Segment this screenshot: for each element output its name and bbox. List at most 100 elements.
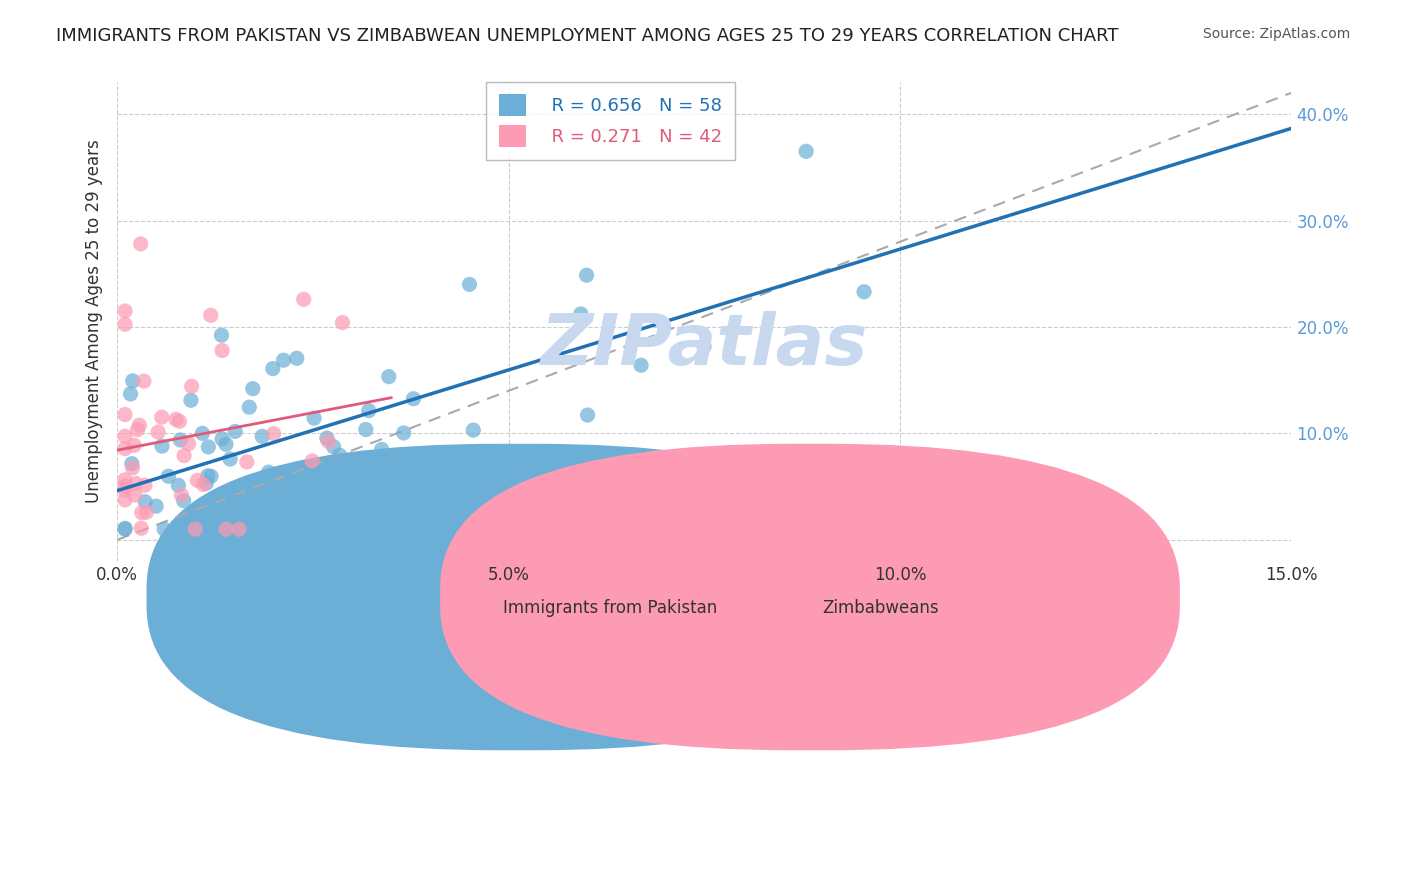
Immigrants from Pakistan <box>392 425 415 440</box>
Immigrants from Pakistan <box>134 494 156 508</box>
Zimbabweans <box>292 293 315 307</box>
Immigrants from Pakistan <box>285 351 308 366</box>
Y-axis label: Unemployment Among Ages 25 to 29 years: Unemployment Among Ages 25 to 29 years <box>86 140 103 503</box>
Zimbabweans <box>165 412 187 426</box>
Zimbabweans <box>114 304 136 318</box>
Immigrants from Pakistan <box>145 499 167 513</box>
Immigrants from Pakistan <box>302 411 325 425</box>
Immigrants from Pakistan <box>378 369 401 384</box>
Immigrants from Pakistan <box>169 433 191 447</box>
Text: IMMIGRANTS FROM PAKISTAN VS ZIMBABWEAN UNEMPLOYMENT AMONG AGES 25 TO 29 YEARS CO: IMMIGRANTS FROM PAKISTAN VS ZIMBABWEAN U… <box>56 27 1119 45</box>
Zimbabweans <box>125 476 148 491</box>
Zimbabweans <box>263 426 285 441</box>
Zimbabweans <box>134 478 156 492</box>
Zimbabweans <box>124 488 146 502</box>
Zimbabweans <box>332 316 354 330</box>
Zimbabweans <box>186 474 208 488</box>
Text: ZIPatlas: ZIPatlas <box>541 311 868 380</box>
Immigrants from Pakistan <box>224 425 246 439</box>
Immigrants from Pakistan <box>197 440 219 454</box>
Immigrants from Pakistan <box>167 478 190 492</box>
Immigrants from Pakistan <box>458 277 481 292</box>
Immigrants from Pakistan <box>370 442 392 457</box>
FancyBboxPatch shape <box>440 443 1180 750</box>
Immigrants from Pakistan <box>197 468 219 483</box>
Immigrants from Pakistan <box>257 465 280 479</box>
Immigrants from Pakistan <box>114 522 136 536</box>
Zimbabweans <box>200 308 222 322</box>
Zimbabweans <box>114 492 136 507</box>
Immigrants from Pakistan <box>233 508 256 522</box>
Zimbabweans <box>132 374 155 388</box>
Immigrants from Pakistan <box>211 328 233 343</box>
Immigrants from Pakistan <box>229 522 252 536</box>
Immigrants from Pakistan <box>157 469 180 483</box>
Immigrants from Pakistan <box>250 522 273 536</box>
Zimbabweans <box>129 236 152 251</box>
Immigrants from Pakistan <box>322 440 344 454</box>
Immigrants from Pakistan <box>121 374 143 388</box>
Zimbabweans <box>301 454 323 468</box>
Immigrants from Pakistan <box>191 426 214 441</box>
Immigrants from Pakistan <box>402 392 425 406</box>
Zimbabweans <box>114 442 136 456</box>
Immigrants from Pakistan <box>121 457 143 471</box>
Immigrants from Pakistan <box>693 339 716 353</box>
Immigrants from Pakistan <box>273 353 295 368</box>
Zimbabweans <box>114 473 136 487</box>
Zimbabweans <box>114 483 136 498</box>
Zimbabweans <box>121 460 143 475</box>
Zimbabweans <box>180 379 202 393</box>
Immigrants from Pakistan <box>180 393 202 408</box>
Immigrants from Pakistan <box>329 448 352 462</box>
Zimbabweans <box>228 522 250 536</box>
Zimbabweans <box>170 488 193 502</box>
Text: Source: ZipAtlas.com: Source: ZipAtlas.com <box>1202 27 1350 41</box>
Zimbabweans <box>150 410 173 425</box>
Immigrants from Pakistan <box>153 522 176 536</box>
Immigrants from Pakistan <box>569 307 592 321</box>
Immigrants from Pakistan <box>215 437 238 451</box>
Zimbabweans <box>127 423 149 437</box>
Zimbabweans <box>173 449 195 463</box>
Zimbabweans <box>114 479 136 493</box>
Zimbabweans <box>131 506 153 520</box>
Immigrants from Pakistan <box>173 493 195 508</box>
Immigrants from Pakistan <box>219 452 242 467</box>
Immigrants from Pakistan <box>794 145 817 159</box>
Immigrants from Pakistan <box>262 361 284 376</box>
Immigrants from Pakistan <box>224 518 246 533</box>
Zimbabweans <box>135 505 157 519</box>
Zimbabweans <box>215 522 238 536</box>
Immigrants from Pakistan <box>853 285 876 299</box>
Immigrants from Pakistan <box>252 429 274 443</box>
Immigrants from Pakistan <box>463 423 485 437</box>
Zimbabweans <box>114 408 136 422</box>
Immigrants from Pakistan <box>120 387 142 401</box>
FancyBboxPatch shape <box>146 443 886 750</box>
Zimbabweans <box>236 455 259 469</box>
Zimbabweans <box>191 477 214 491</box>
Immigrants from Pakistan <box>238 400 260 414</box>
Immigrants from Pakistan <box>575 268 598 283</box>
Zimbabweans <box>318 434 340 449</box>
Zimbabweans <box>177 436 200 450</box>
Text: Immigrants from Pakistan: Immigrants from Pakistan <box>503 599 717 617</box>
Zimbabweans <box>169 414 191 428</box>
Immigrants from Pakistan <box>150 439 173 453</box>
Zimbabweans <box>128 418 150 433</box>
Immigrants from Pakistan <box>226 495 249 509</box>
Zimbabweans <box>184 522 207 536</box>
Immigrants from Pakistan <box>354 423 377 437</box>
Immigrants from Pakistan <box>214 510 236 524</box>
Immigrants from Pakistan <box>630 358 652 372</box>
Immigrants from Pakistan <box>576 408 599 422</box>
Immigrants from Pakistan <box>195 476 218 491</box>
Legend:   R = 0.656   N = 58,   R = 0.271   N = 42: R = 0.656 N = 58, R = 0.271 N = 42 <box>486 81 735 160</box>
Immigrants from Pakistan <box>357 403 380 417</box>
Zimbabweans <box>129 521 152 535</box>
Zimbabweans <box>211 343 233 358</box>
Immigrants from Pakistan <box>242 382 264 396</box>
Zimbabweans <box>146 425 169 439</box>
Zimbabweans <box>114 318 136 332</box>
